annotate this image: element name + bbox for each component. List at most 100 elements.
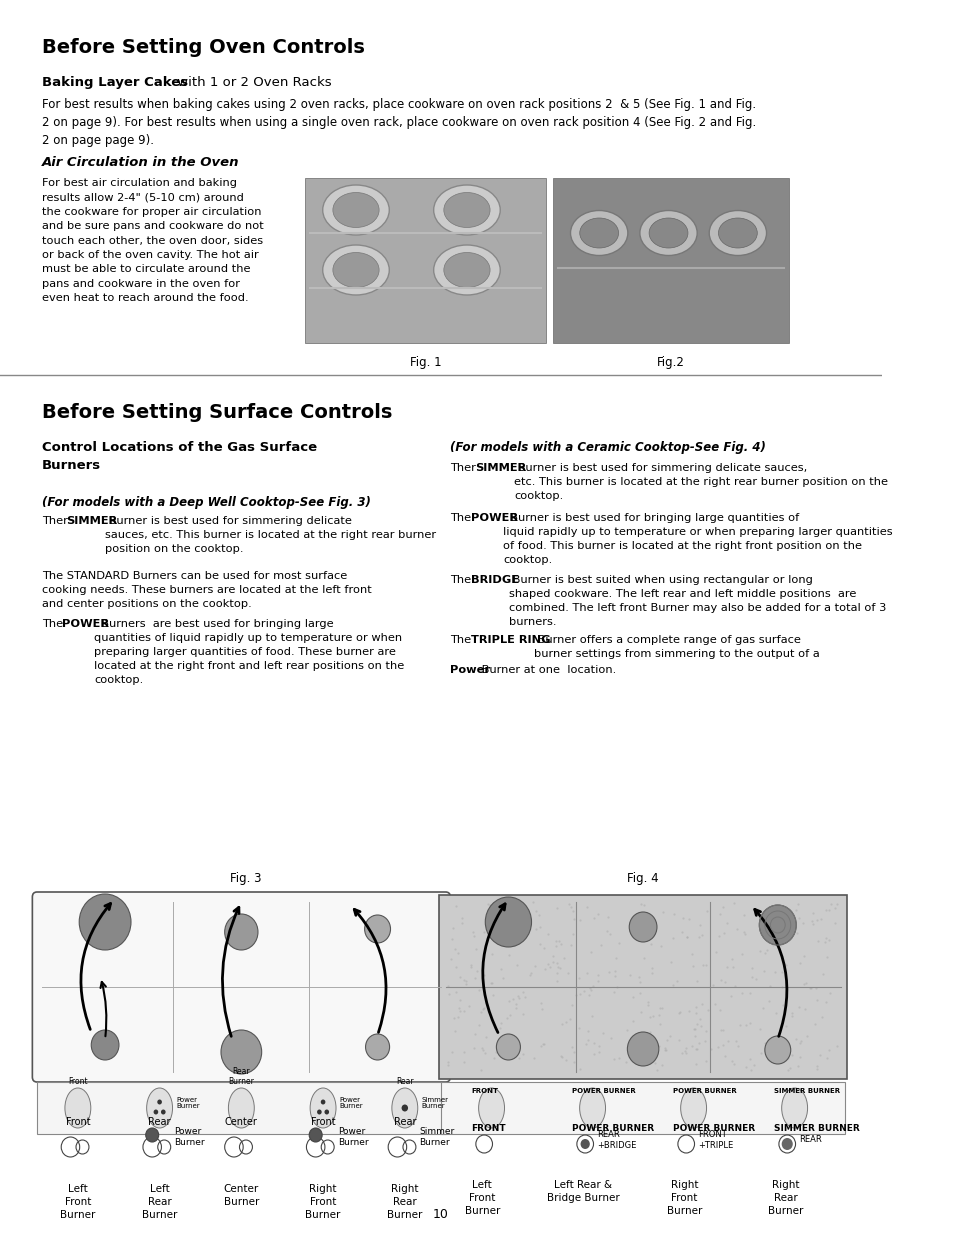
Point [606,1049,621,1069]
Point [797,999,812,1018]
Point [549,963,564,983]
Point [792,1047,807,1067]
Point [652,1015,667,1035]
Circle shape [764,1036,790,1064]
Point [557,948,572,968]
Point [468,939,483,959]
Point [738,1015,753,1035]
Point [566,909,581,929]
Point [754,914,769,934]
Point [571,1018,586,1038]
Circle shape [324,1109,329,1115]
Point [493,928,508,948]
Text: Baking Layer Cakes: Baking Layer Cakes [42,76,188,89]
Point [598,921,614,940]
Text: FRONT: FRONT [471,1124,505,1132]
Ellipse shape [228,1088,254,1127]
Text: Center
Burner: Center Burner [223,1184,259,1207]
Text: Burner at one  location.: Burner at one location. [477,665,616,675]
Point [773,963,788,983]
Point [443,949,458,969]
Point [582,980,598,1000]
Point [454,913,469,933]
Point [642,934,658,954]
Point [476,965,491,985]
Point [480,895,496,914]
Point [565,902,580,922]
Point [607,966,622,986]
Point [563,1037,578,1057]
FancyBboxPatch shape [438,895,846,1079]
Text: Rear: Rear [394,1118,416,1127]
Text: FRONT: FRONT [471,1088,497,1094]
Point [812,1044,827,1064]
Point [694,995,709,1015]
Circle shape [401,1104,408,1111]
Point [511,924,526,944]
Point [578,963,594,983]
Point [544,952,559,971]
Point [792,953,807,973]
Text: The: The [450,513,475,523]
Point [475,999,490,1018]
Ellipse shape [322,185,389,235]
Point [511,987,526,1007]
Point [818,928,833,948]
Point [548,937,563,957]
Ellipse shape [392,1088,417,1127]
Point [539,954,555,974]
Point [678,1043,693,1063]
Point [506,901,521,921]
Point [821,984,837,1004]
Point [757,909,772,929]
Point [586,1033,601,1053]
Point [809,932,824,952]
Point [550,957,565,976]
Point [783,1004,799,1023]
Point [698,1021,713,1041]
Circle shape [781,1137,792,1150]
Point [447,1021,462,1041]
Point [460,996,476,1016]
Point [783,1006,799,1026]
Point [821,901,836,921]
Text: Left
Front
Burner: Left Front Burner [464,1180,499,1217]
Ellipse shape [579,1088,605,1127]
Ellipse shape [639,211,697,255]
Point [465,1038,480,1058]
Circle shape [496,1035,520,1061]
Point [719,913,734,933]
Point [762,976,778,996]
Circle shape [629,912,657,942]
Point [582,978,598,997]
Point [691,1033,706,1053]
Point [633,1002,648,1022]
Point [695,955,710,975]
Point [818,900,833,919]
Point [674,1043,689,1063]
Text: Power: Power [450,665,490,675]
Point [715,1020,730,1040]
Point [798,973,813,992]
Point [467,1025,482,1044]
Point [463,957,478,976]
Point [511,1048,526,1068]
Point [756,901,771,921]
Point [687,1054,702,1074]
Point [692,916,707,935]
Point [697,1031,712,1051]
Ellipse shape [443,192,490,228]
Point [741,1014,757,1033]
Point [817,933,832,953]
Point [448,897,463,917]
Point [743,968,759,987]
Point [549,953,564,973]
Point [571,909,586,929]
Text: Burner is best used for simmering delicate sauces,
etc. This burner is located a: Burner is best used for simmering delica… [514,463,887,501]
Point [590,965,605,985]
Point [724,1052,740,1072]
Text: The: The [450,636,475,646]
FancyBboxPatch shape [553,178,788,343]
Point [591,1042,606,1062]
Point [725,1054,740,1074]
